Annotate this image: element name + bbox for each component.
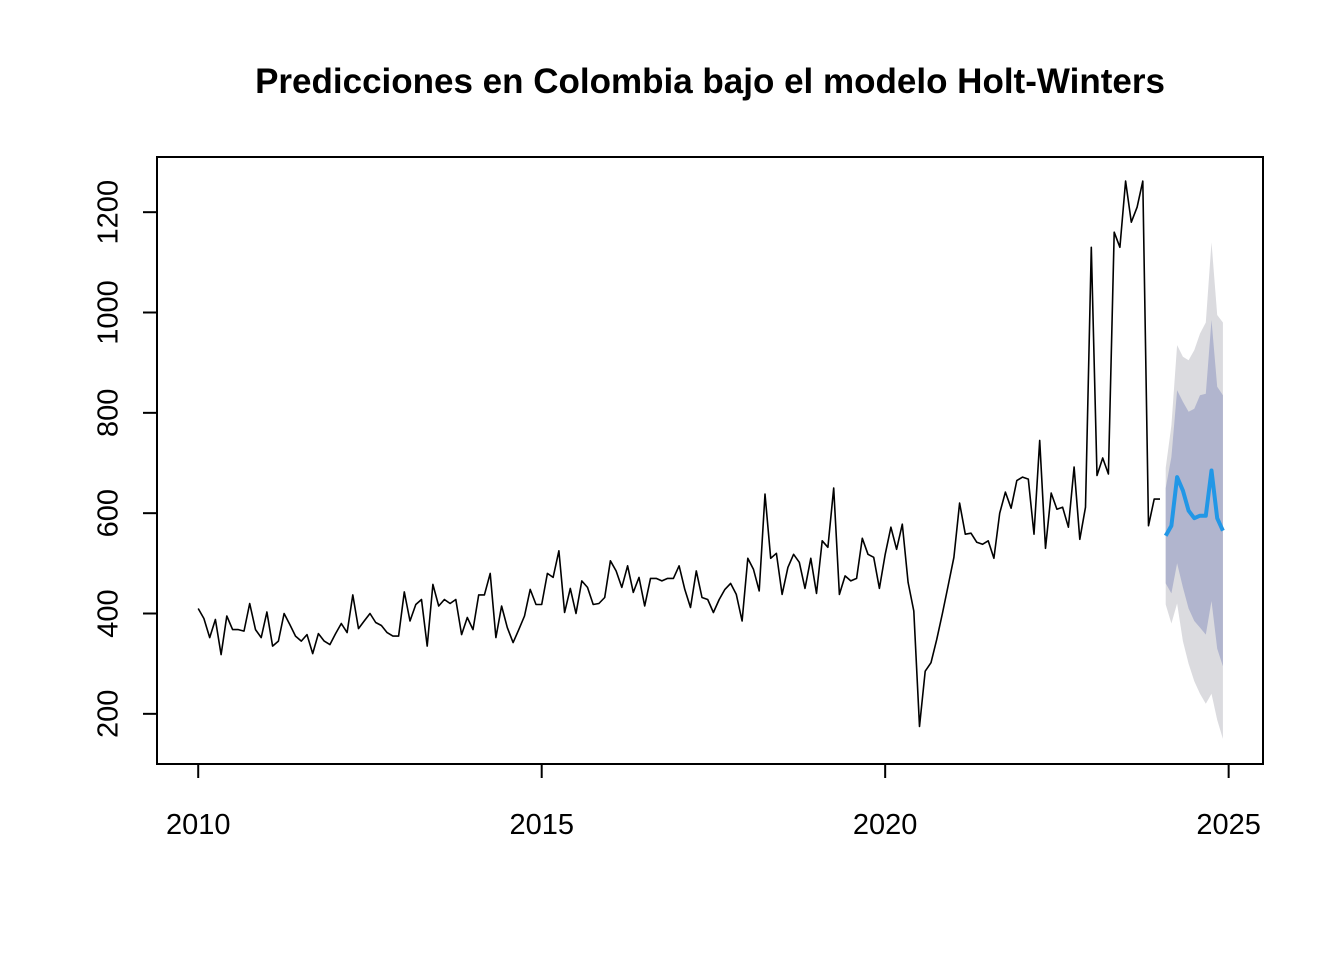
y-tick-label: 200: [93, 690, 125, 738]
y-axis: 200 400 600 800 1000 1200: [93, 180, 158, 738]
x-tick-label: 2025: [1196, 809, 1261, 841]
x-tick-label: 2015: [509, 809, 574, 841]
x-axis: 2010 2015 2020 2025: [166, 763, 1261, 841]
series-lines: [197, 180, 1225, 728]
chart-title: Predicciones en Colombia bajo el modelo …: [255, 62, 1165, 101]
y-tick-label: 1200: [93, 180, 125, 245]
y-tick-label: 600: [93, 489, 125, 537]
y-tick-label: 800: [93, 389, 125, 437]
prediction-bands: [1165, 242, 1223, 739]
x-tick-label: 2010: [166, 809, 231, 841]
x-tick-label: 2020: [853, 809, 918, 841]
band-80: [1165, 320, 1223, 667]
y-tick-label: 1000: [93, 280, 125, 345]
y-tick-label: 400: [93, 589, 125, 637]
observed-series-line: [197, 180, 1160, 728]
forecast-mean-line: [1163, 468, 1225, 537]
